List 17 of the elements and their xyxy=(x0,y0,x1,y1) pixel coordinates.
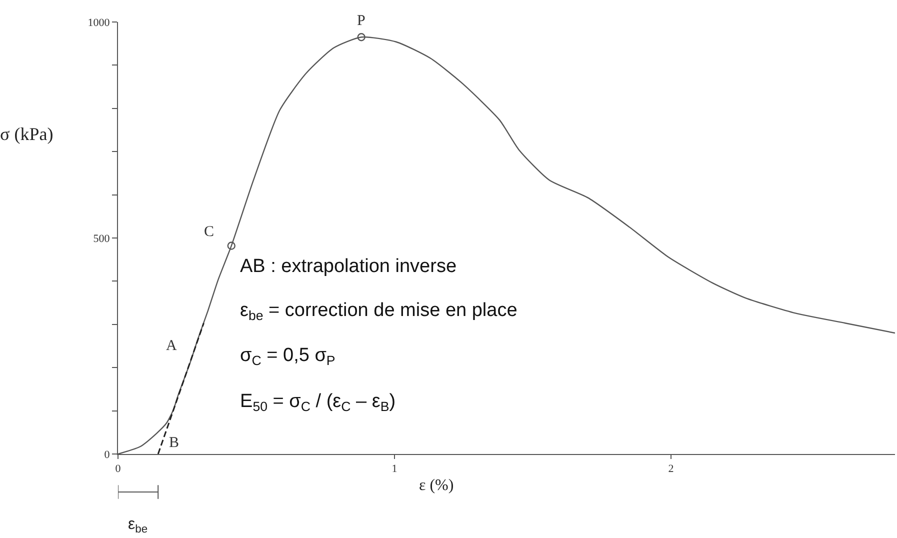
x-tick-label: 2 xyxy=(668,463,674,476)
y-tick-label: 0 xyxy=(104,448,110,461)
annotation: C xyxy=(204,224,214,240)
x-tick-label: 0 xyxy=(115,463,122,476)
annotation: A xyxy=(166,338,177,354)
text: ε$_{be}$ xyxy=(128,516,148,536)
annotation: P xyxy=(357,13,366,29)
x-axis-title: ε (%) xyxy=(419,477,454,494)
annotation: B xyxy=(169,435,180,451)
annotation: ε$_{be}$ = correction de mise en place xyxy=(240,300,518,323)
text: E$_{50}$ = σ$_{C}$ / (ε$_{C}$ – ε$_{B}$) xyxy=(240,391,396,414)
y-tick-label: 500 xyxy=(93,232,110,245)
y-tick-label: 1000 xyxy=(88,16,110,29)
annotation: σ$_{C}$ = 0,5 σ$_{P}$ xyxy=(240,345,336,368)
x-tick-label: 1 xyxy=(392,463,398,476)
annotation: AB : extrapolation inverse xyxy=(240,256,457,277)
y-axis-title: σ (kPa) xyxy=(0,124,54,144)
